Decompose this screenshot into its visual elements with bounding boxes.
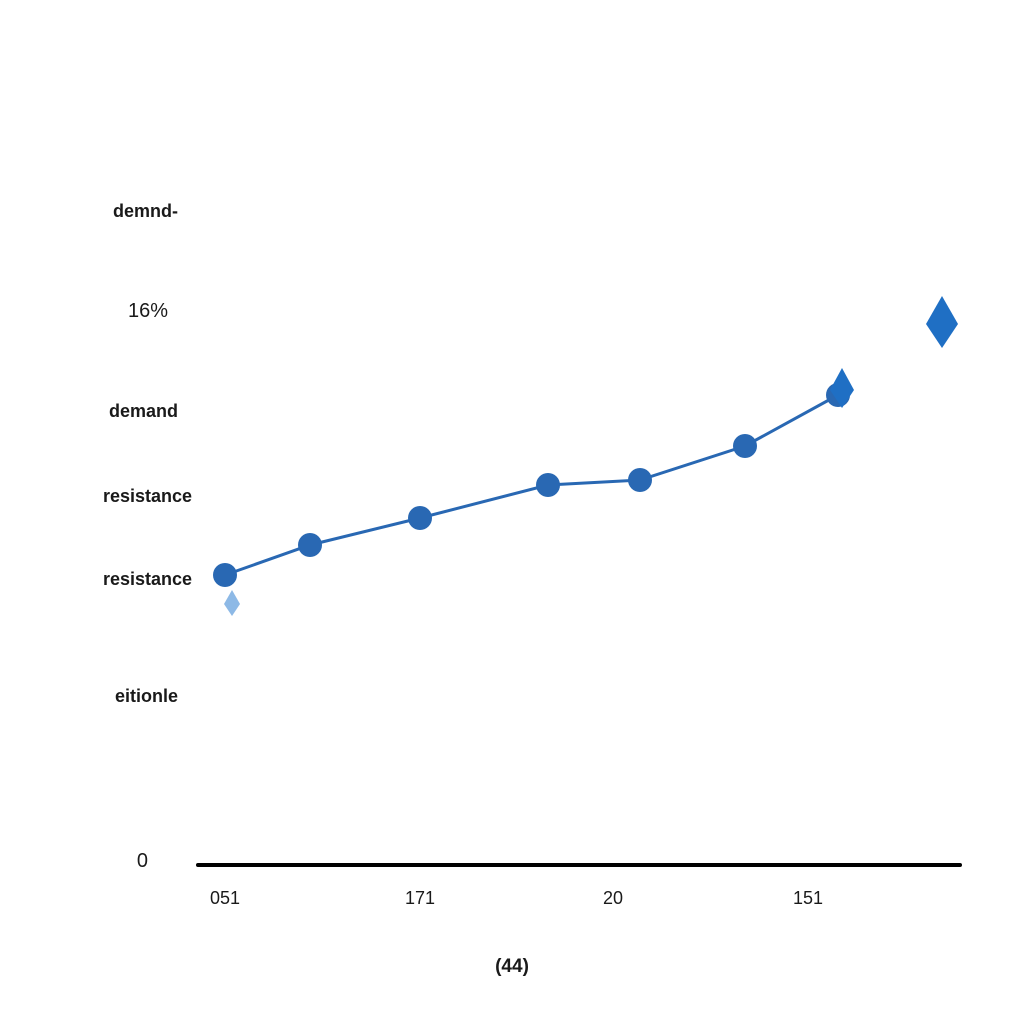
line-chart: demnd- 16% demand resistance resistance … [0,0,1024,1024]
diamond-markers [224,296,958,616]
y-axis-label: resistance [103,486,192,507]
y-axis-label: eitionle [115,686,178,707]
y-axis-label: 0 [137,850,148,873]
x-axis-tick-label: 171 [405,888,435,909]
x-axis-title: (44) [495,956,529,978]
y-axis-label: 16% [128,300,168,323]
series-markers [213,383,850,587]
data-point [408,506,432,530]
x-axis-tick-label: 20 [603,888,623,909]
chart-svg [0,0,1024,1024]
data-point [628,468,652,492]
diamond-marker-icon [926,296,958,348]
x-axis-tick-label: 151 [793,888,823,909]
data-point [733,434,757,458]
data-point [536,473,560,497]
y-axis-label: resistance [103,569,192,590]
data-point [213,563,237,587]
data-point [298,533,322,557]
diamond-marker-icon [224,590,240,616]
x-axis-tick-label: 051 [210,888,240,909]
y-axis-label: demand [109,401,178,422]
y-axis-label: demnd- [113,201,178,222]
